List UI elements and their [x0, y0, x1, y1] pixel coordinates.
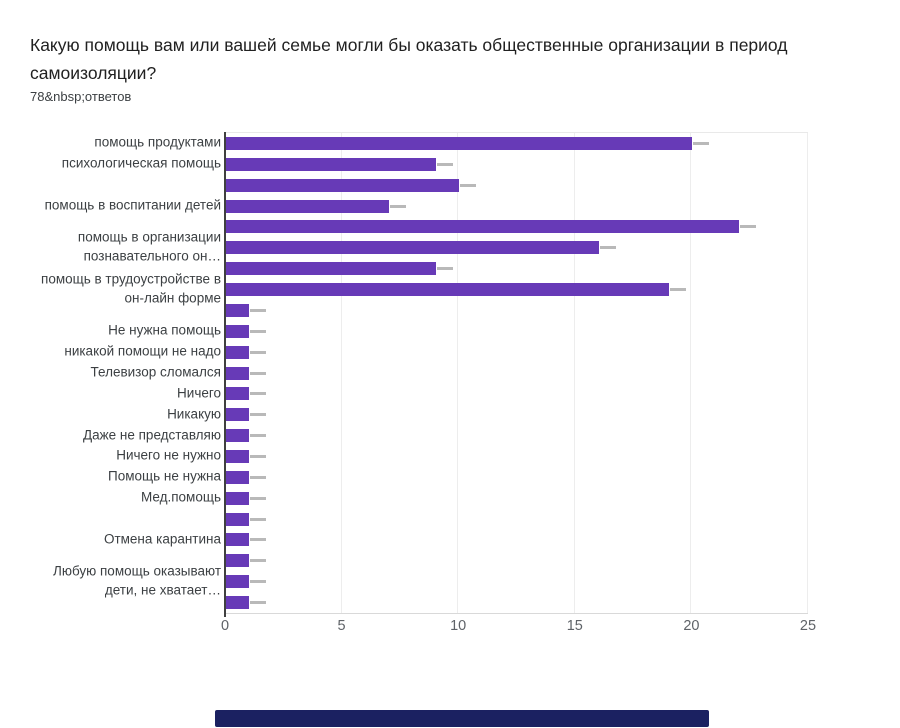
whisker	[250, 496, 267, 500]
x-tick-label: 20	[683, 618, 700, 634]
x-tick-label: 25	[799, 618, 817, 634]
whisker	[390, 204, 407, 208]
category-label: Ничего не нужно	[116, 447, 221, 463]
whisker	[250, 392, 267, 396]
bar	[226, 470, 250, 484]
bar	[226, 345, 250, 359]
whisker	[250, 434, 267, 438]
bar	[226, 241, 600, 255]
bar-chart: помощь продуктами психологическая помощь п…	[0, 132, 900, 652]
whisker	[250, 371, 267, 375]
question-title: Какую помощь вам или вашей семье могли б…	[30, 35, 788, 83]
category-label: психологическая помощь	[61, 155, 221, 171]
category-label: Никакую	[167, 405, 221, 421]
whisker	[250, 517, 267, 521]
whisker	[250, 538, 267, 542]
bar	[226, 303, 250, 317]
whisker	[250, 559, 267, 563]
bar	[226, 283, 670, 297]
category-label: помощь в трудоустройстве в он-лайн форме	[41, 271, 221, 306]
gridline	[690, 133, 692, 613]
bar	[226, 596, 250, 610]
whisker	[460, 183, 477, 187]
whisker	[693, 141, 710, 145]
bar	[226, 575, 250, 589]
gridline	[807, 133, 808, 613]
whisker	[436, 162, 453, 166]
bar	[226, 366, 250, 380]
response-count: 78&nbsp;ответов	[30, 89, 132, 104]
category-label: Помощь не нужна	[108, 468, 221, 484]
whisker	[250, 329, 267, 333]
category-label: никакой помощи не надо	[64, 343, 221, 359]
whisker	[250, 308, 267, 312]
category-label: помощь продуктами	[94, 134, 221, 150]
bar	[226, 199, 390, 213]
y-axis-line	[224, 132, 226, 617]
category-label: Телевизор сломался	[90, 364, 221, 380]
category-label: Отмена карантина	[103, 531, 221, 547]
bar	[226, 533, 250, 547]
x-axis-line	[225, 613, 808, 614]
gridline	[340, 133, 342, 613]
bar	[226, 387, 250, 401]
category-label: Даже не представляю	[82, 426, 221, 442]
bar	[226, 324, 250, 338]
x-tick-label: 15	[566, 618, 583, 634]
category-label: Ничего	[177, 385, 221, 401]
bottom-navy-bar	[215, 710, 709, 727]
gridline	[573, 133, 575, 613]
category-label: Мед.помощь	[141, 489, 221, 505]
whisker	[250, 475, 267, 479]
bar	[226, 408, 250, 422]
bar	[226, 554, 250, 568]
gridline	[457, 133, 459, 613]
whisker	[436, 267, 453, 271]
whisker	[740, 225, 757, 229]
whisker	[600, 246, 617, 250]
bar	[226, 449, 250, 463]
plot-area	[225, 132, 808, 614]
bar	[226, 491, 250, 505]
whisker	[250, 580, 267, 584]
category-label: Любую помощь оказывают дети, не хватает…	[52, 563, 221, 598]
whisker	[250, 601, 267, 605]
x-tick-label: 5	[337, 618, 346, 634]
category-label: Не нужна помощь	[108, 322, 221, 338]
whisker	[250, 350, 267, 354]
whisker	[670, 288, 687, 292]
bar	[226, 136, 693, 150]
x-tick-label: 10	[450, 618, 467, 634]
whisker	[250, 454, 267, 458]
category-label: помощь в организации познавательного он…	[77, 229, 221, 264]
bar	[226, 429, 250, 443]
bar	[226, 220, 740, 234]
bar	[226, 178, 460, 192]
whisker	[250, 413, 267, 417]
bar	[226, 512, 250, 526]
category-label: помощь в воспитании детей	[44, 197, 221, 213]
bar	[226, 157, 436, 171]
bar	[226, 262, 436, 276]
x-tick-label: 0	[220, 618, 230, 634]
